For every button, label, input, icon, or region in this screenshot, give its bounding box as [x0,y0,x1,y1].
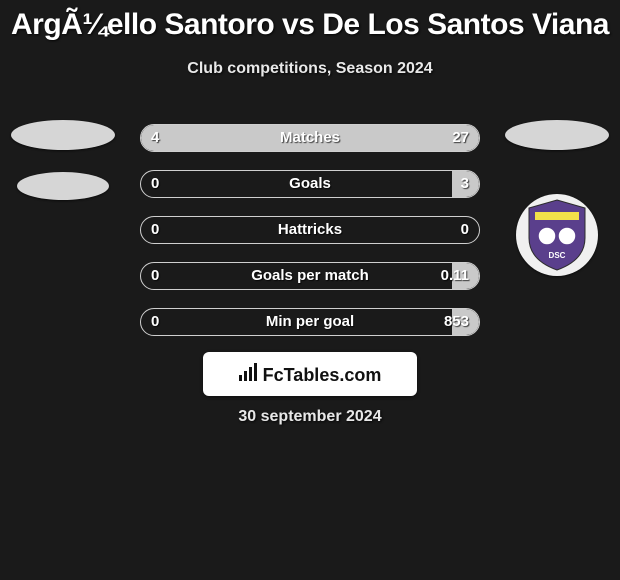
right-player-column: DSC [502,120,612,276]
stat-right-value: 27 [452,125,469,150]
brand-label: FcTables.com [239,363,382,386]
date-text: 30 september 2024 [0,408,620,426]
stat-row: 0Hattricks0 [140,216,480,244]
brand-badge: FcTables.com [203,352,417,396]
stat-label: Matches [141,125,479,150]
stat-right-value: 0.11 [441,263,469,288]
player-photo-placeholder [11,120,115,150]
club-logo-placeholder [17,172,109,200]
player-photo-placeholder [505,120,609,150]
page-title: ArgÃ¼ello Santoro vs De Los Santos Viana [0,0,620,42]
svg-text:DSC: DSC [549,251,566,260]
infographic-root: ArgÃ¼ello Santoro vs De Los Santos Viana… [0,0,620,580]
stat-right-value: 3 [461,171,469,196]
stat-label: Goals [141,171,479,196]
stat-right-value: 0 [461,217,469,242]
club-badge: DSC [516,194,598,276]
stat-row: 4Matches27 [140,124,480,152]
stat-row: 0Min per goal853 [140,308,480,336]
left-player-column [8,120,118,200]
stat-label: Goals per match [141,263,479,288]
shield-icon: DSC [525,198,589,272]
stat-row: 0Goals3 [140,170,480,198]
stat-label: Hattricks [141,217,479,242]
bar-chart-icon [239,363,259,381]
subtitle: Club competitions, Season 2024 [0,60,620,78]
brand-text: FcTables.com [263,365,382,386]
stats-bars: 4Matches270Goals30Hattricks00Goals per m… [140,124,480,354]
stat-right-value: 853 [444,309,469,334]
stat-label: Min per goal [141,309,479,334]
stat-row: 0Goals per match0.11 [140,262,480,290]
